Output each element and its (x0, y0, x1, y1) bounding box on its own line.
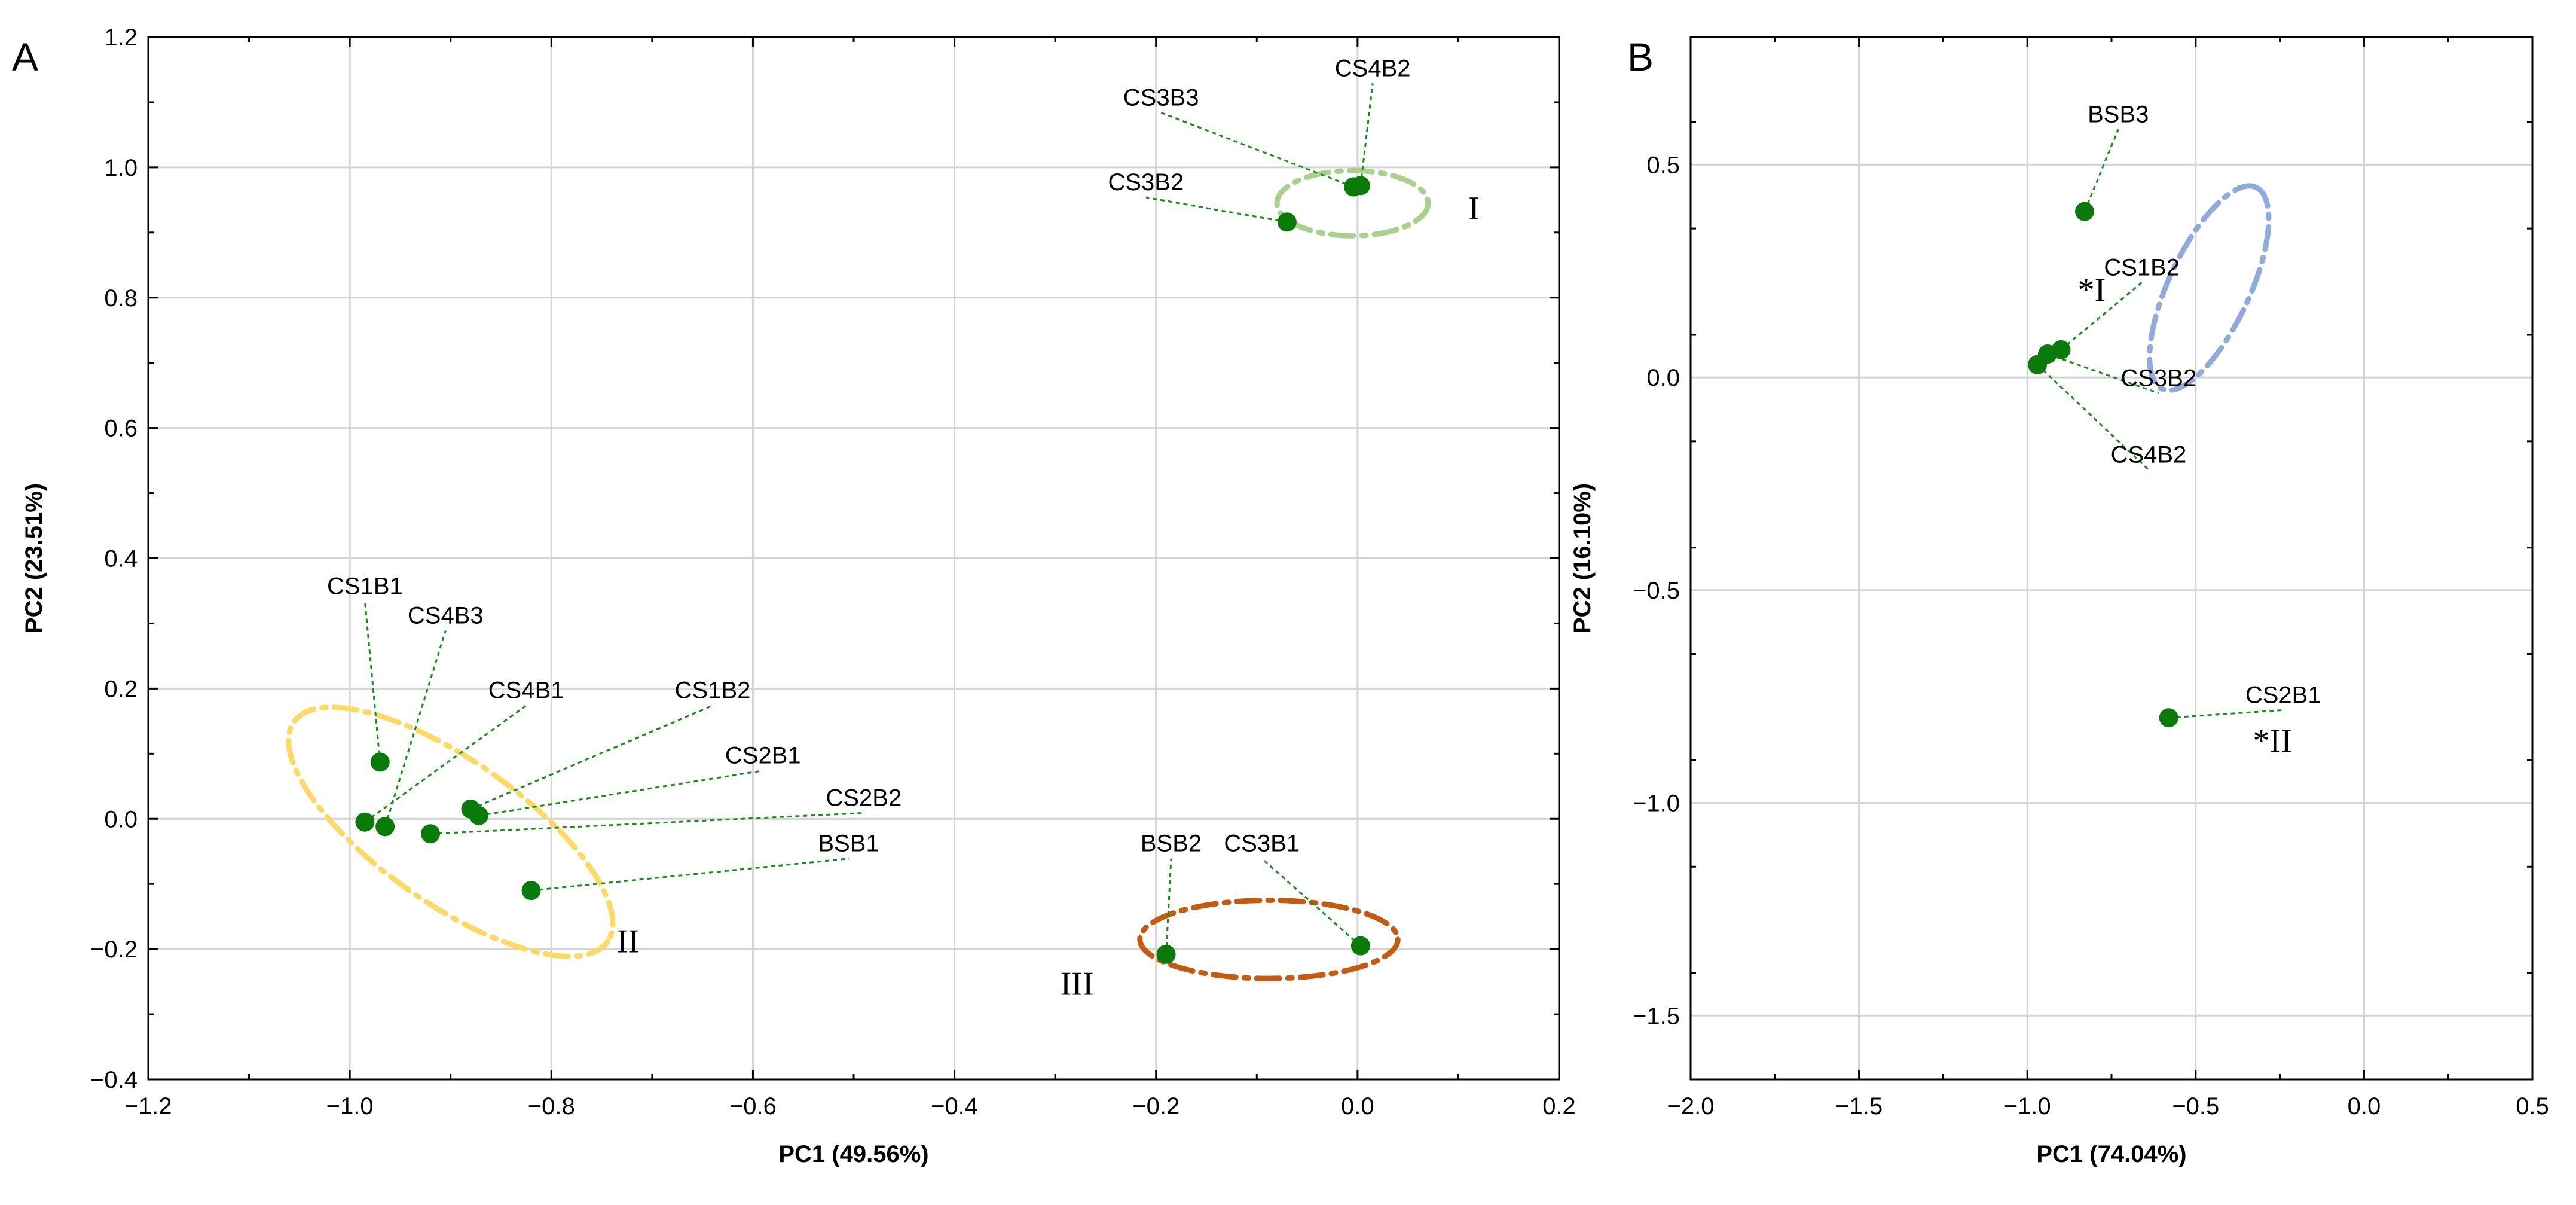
x-tick-label: −1.2 (125, 1093, 172, 1119)
data-point (1156, 944, 1176, 964)
leader-line (1261, 858, 1361, 947)
y-tick-label: −0.5 (1633, 578, 1680, 604)
data-point (1277, 212, 1297, 232)
y-tick-label: 1.2 (104, 25, 137, 51)
x-tick-label: 0.2 (1542, 1093, 1576, 1119)
point-label: CS3B1 (1224, 831, 1300, 857)
point-label: CS3B2 (1108, 169, 1184, 196)
x-tick-label: −1.0 (326, 1093, 374, 1119)
leader-line (2047, 353, 2159, 394)
leader-line (364, 704, 527, 823)
y-tick-label: −0.2 (90, 936, 137, 963)
y-tick-label: 0.4 (104, 546, 137, 572)
cluster-label: *I (2078, 271, 2106, 309)
y-tick-label: 0.2 (104, 676, 137, 702)
y-tick-label: 0.6 (104, 416, 137, 442)
point-label: BSB2 (1141, 831, 1202, 857)
leader-line (478, 770, 763, 817)
point-label: CS3B3 (1123, 84, 1199, 111)
x-axis-label: PC1 (49.56%) (778, 1141, 928, 1167)
point-label: CS2B1 (2245, 682, 2321, 708)
point-label: CS4B1 (488, 678, 564, 704)
point-label: CS1B2 (2104, 254, 2180, 280)
point-label: CS4B3 (408, 602, 484, 629)
point-label: CS4B2 (2111, 441, 2187, 468)
leader-line (430, 812, 864, 835)
cluster-ellipse (1274, 167, 1431, 239)
x-tick-label: 0.5 (2516, 1093, 2549, 1119)
leader-line (2168, 709, 2284, 719)
data-point (370, 752, 390, 772)
y-tick-label: 1.0 (104, 155, 137, 181)
y-axis-label: PC2 (23.51%) (21, 483, 47, 633)
cluster-ellipse (285, 704, 616, 959)
leader-line (2060, 282, 2143, 351)
point-label: BSB3 (2088, 101, 2149, 127)
data-point (1350, 176, 1370, 196)
cluster-label: III (1061, 965, 1094, 1002)
pca-panel-a: −1.2 −1.0 −0.8 −0.6 −0.4 −0.2 0.0 0.2 −0.4 −0.2 0.… (21, 25, 1576, 1167)
leader-line (531, 858, 849, 892)
y-tick-label: −0.4 (90, 1067, 137, 1093)
data-point (521, 881, 541, 901)
y-axis-label: PC2 (16.10%) (1569, 483, 1596, 633)
leader-line (2037, 364, 2149, 471)
data-point (355, 812, 375, 832)
leader-line (1359, 83, 1374, 186)
point-label: CS4B2 (1335, 55, 1411, 81)
cluster-ellipse (1137, 897, 1401, 981)
cluster-label: II (617, 923, 639, 960)
cluster-label: *II (2253, 722, 2292, 759)
leader-line (384, 630, 447, 827)
panel-letter-a: A (12, 35, 38, 79)
cluster-ellipse (2147, 183, 2272, 393)
point-label: CS2B1 (725, 743, 801, 769)
data-point (469, 806, 488, 825)
x-tick-label: −0.4 (931, 1093, 978, 1119)
y-tick-label: 0.0 (1646, 365, 1680, 391)
point-label: CS1B1 (327, 573, 403, 599)
leader-line (2083, 129, 2119, 212)
leader-line (1160, 111, 1354, 188)
cluster-label: I (1468, 190, 1480, 227)
pca-panel-b: −2.0 −1.5 −1.0 −0.5 0.0 0.5 −1.5 −1.0 −0.5 0.0 0.5… (1569, 36, 2549, 1167)
panel-letter-b: B (1627, 35, 1654, 79)
point-label: CS1B2 (675, 678, 751, 704)
x-tick-label: −0.5 (2172, 1093, 2219, 1119)
point-label: BSB1 (818, 831, 879, 857)
y-tick-label: 0.8 (104, 285, 137, 312)
x-tick-label: −1.5 (1835, 1093, 1883, 1119)
y-tick-label: −1.0 (1633, 791, 1680, 817)
point-label: CS2B2 (826, 785, 902, 811)
leader-line (470, 704, 713, 810)
data-point (2028, 355, 2048, 374)
point-label: CS3B2 (2120, 365, 2196, 391)
data-point (2159, 708, 2178, 728)
leader-line (1145, 196, 1288, 223)
x-axis-label: PC1 (74.04%) (2036, 1141, 2186, 1167)
x-tick-label: −0.2 (1132, 1093, 1179, 1119)
leader-line (363, 601, 381, 762)
y-tick-label: 0.5 (1646, 152, 1680, 178)
x-tick-label: 0.0 (1341, 1093, 1374, 1119)
x-tick-label: −0.6 (729, 1093, 777, 1119)
y-tick-label: 0.0 (104, 806, 137, 832)
plot-frame (1689, 36, 2534, 1081)
x-tick-label: 0.0 (2348, 1093, 2381, 1119)
x-tick-label: −1.0 (2004, 1093, 2051, 1119)
leader-line (1165, 858, 1172, 954)
data-point (375, 817, 395, 837)
data-point (1350, 936, 1370, 956)
y-tick-label: −1.5 (1633, 1003, 1680, 1029)
x-tick-label: −2.0 (1667, 1093, 1715, 1119)
x-tick-label: −0.8 (528, 1093, 575, 1119)
data-point (2074, 202, 2094, 221)
data-point (421, 824, 440, 844)
